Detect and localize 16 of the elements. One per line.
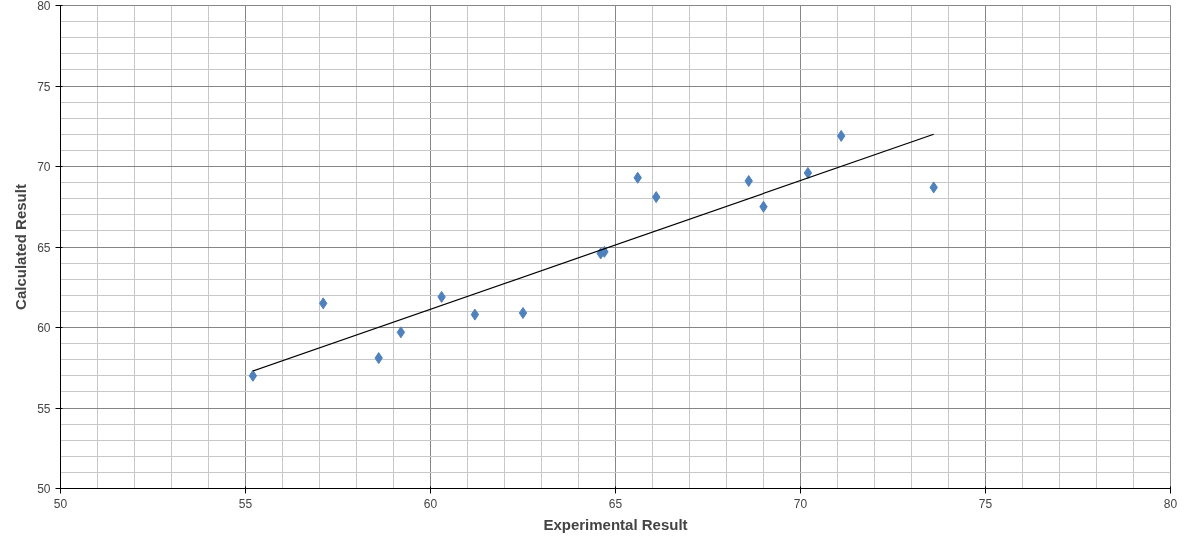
y-tick-label: 55	[37, 401, 51, 416]
y-tick-label: 50	[37, 482, 51, 496]
y-axis-title: Calculated Result	[12, 184, 30, 310]
y-tick-label: 65	[37, 240, 51, 255]
x-tick-label: 70	[793, 496, 808, 511]
y-tick-label: 80	[37, 0, 51, 13]
x-tick-label: 60	[423, 496, 438, 511]
x-tick-label: 50	[53, 496, 68, 511]
y-tick-label: 75	[37, 79, 51, 94]
x-tick-label: 55	[238, 496, 253, 511]
y-tick-label: 60	[37, 321, 51, 335]
x-tick-label: 75	[978, 496, 993, 511]
x-axis-title: Experimental Result	[543, 515, 688, 533]
x-tick-label: 65	[608, 496, 623, 511]
x-tick-label: 80	[1163, 496, 1178, 511]
y-tick-label: 70	[37, 160, 51, 174]
